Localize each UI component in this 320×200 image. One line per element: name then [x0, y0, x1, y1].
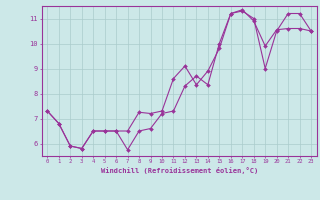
- X-axis label: Windchill (Refroidissement éolien,°C): Windchill (Refroidissement éolien,°C): [100, 167, 258, 174]
